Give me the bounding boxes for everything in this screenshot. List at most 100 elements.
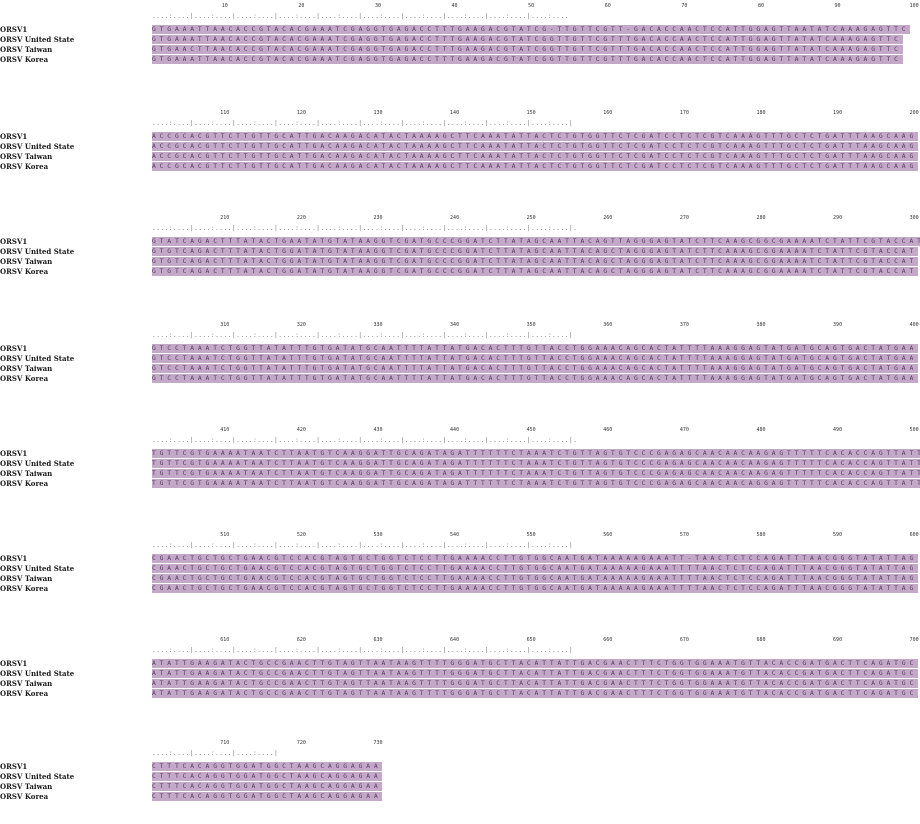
ruler-position-label: 370 [679,322,689,328]
position-ruler: 410 420 430 440 450 460 470 480 490 500 ....:....|… [152,427,919,449]
ruler-position-label: 570 [679,532,689,538]
ruler-position-label: 100 [909,3,919,9]
sequence-name: ORSV Korea [0,584,49,593]
sequence-residues: GTGAAATTAACACCGTACACGAAATCGAGGTGAGACCTTT… [152,35,903,44]
ruler-position-label: 400 [909,322,919,328]
sequence-residues: ACCGCACGTTCTTGTTGCATTGACAAGACATACTAAAAGC… [152,132,918,141]
ruler-position-label: 590 [833,532,843,538]
alignment-row: ORSV United State GTCCTAAATCTGGTTATATTTGT… [0,354,920,363]
ruler-position-label: 670 [679,637,689,643]
sequence-residues: ACCGCACGTTCTTGTTGCATTGACAAGACATACTAAAAGC… [152,142,918,151]
ruler-position-label: 120 [296,110,306,116]
ruler-position-label: 280 [756,215,766,221]
sequence-residues: GTATCAGACTTTATACTGAATATGTATAAGGTCGATGCCC… [152,237,920,246]
alignment-row: ORSV Korea CTTTCACAGGTGGATGGCTAAGCAGGAGAA [0,792,920,801]
position-ruler: 510 520 530 540 550 560 570 580 590 600 ....:....|… [152,532,919,554]
sequence-name: ORSV1 [0,237,28,246]
sequence-residues: GTGTCAGACTTTATACTGGATATGTATAAGGTCGATGCCC… [152,257,918,266]
ruler-position-label: 440 [450,427,460,433]
ruler-position-label: 30 [374,3,381,9]
ruler-tick-marks: ....:....|....:....|....:....|....:....|… [152,647,574,654]
position-ruler: 110 120 130 140 150 160 170 180 190 200 ....:....|… [152,110,919,132]
ruler-position-label: 80 [757,3,764,9]
sequence-residues: TGTTCGTGAAAATAATCTTAATGTCAAGGATTGCAGATAG… [152,469,920,478]
position-ruler: 10 20 30 40 50 60 70 80 90 100 ....:....|....:....… [152,3,919,25]
sequence-name: ORSV United State [0,142,75,151]
sequence-residues: ATATTGAAGATACTGCCGAACTTGTAGTTAATAAGTTTTG… [152,669,918,678]
alignment-row: ORSV Korea ATATTGAAGATACTGCCGAACTTGTAGTTA… [0,689,920,698]
ruler-position-label: 90 [834,3,841,9]
ruler-position-label: 140 [450,110,460,116]
sequence-name: ORSV Taiwan [0,782,53,791]
alignment-row: ORSV Taiwan GTGTCAGACTTTATACTGGATATGTATAA… [0,257,920,266]
position-ruler: 210 220 230 240 250 260 270 280 290 300 ....:....|… [152,215,919,237]
ruler-position-label: 60 [604,3,611,9]
sequence-name: ORSV United State [0,669,75,678]
sequence-name: ORSV Korea [0,162,49,171]
alignment-row: ORSV United State GTGTCAGACTTTATACTGGATAT… [0,247,920,256]
ruler-position-label: 640 [450,637,460,643]
sequence-residues: ATATTGAAGATACTGCCGAACTTGTAGTTAATAAGTTTTG… [152,689,918,698]
ruler-tick-marks: ....:....|....:....|....:....|....:....|… [152,332,574,339]
ruler-position-label: 470 [679,427,689,433]
ruler-position-label: 600 [909,532,919,538]
alignment-row: ORSV United State ATATTGAAGATACTGCCGAACTT… [0,669,920,678]
alignment-row: ORSV1 CGAACTGCTGCTGAACGTCCACGTAGTGCTGGTCT… [0,554,920,563]
sequence-name: ORSV United State [0,35,75,44]
ruler-position-label: 410 [220,427,230,433]
sequence-name: ORSV1 [0,554,28,563]
sequence-name: ORSV United State [0,354,75,363]
sequence-residues: TGTTCGTGAAAATAATCTTAATGTCAAGGATTGCAGATAG… [152,449,920,458]
sequence-residues: CTTTCACAGGTGGATGGCTAAGCAGGAGAA [152,792,382,801]
ruler-position-label: 340 [450,322,460,328]
ruler-position-label: 20 [298,3,305,9]
alignment-row: ORSV1 GTCCTAAATCTGGTTATATTTGTGATATGCAATTT… [0,344,920,353]
sequence-residues: ATATTGAAGATACTGCCGAACTTGTAGTTAATAAGTTTTG… [152,659,918,668]
sequence-name: ORSV United State [0,564,75,573]
ruler-tick-marks: ....:....|....:....|....:....|....:....|… [152,437,578,444]
ruler-position-label: 710 [220,740,230,746]
ruler-position-label: 310 [220,322,230,328]
alignment-row: ORSV Taiwan ACCGCACGTTCTTGTTGCATTGACAAGAC… [0,152,920,161]
alignment-row: ORSV Taiwan GTCCTAAATCTGGTTATATTTGTGATATG… [0,364,920,373]
sequence-name: ORSV Taiwan [0,574,53,583]
sequence-residues: CTTTCACAGGTGGATGGCTAAGCAGGAGAA [152,762,382,771]
ruler-position-label: 250 [526,215,536,221]
position-ruler: 610 620 630 640 650 660 670 680 690 700 ....:....|… [152,637,919,659]
alignment-row: ORSV Korea CGAACTGCTGCTGAACGTCCACGTAGTGCT… [0,584,920,593]
ruler-position-label: 430 [373,427,383,433]
sequence-name: ORSV Korea [0,267,49,276]
ruler-position-label: 110 [220,110,230,116]
ruler-position-label: 500 [909,427,919,433]
sequence-residues: CTTTCACAGGTGGATGGCTAAGCAGGAGAA [152,782,382,791]
sequence-name: ORSV Taiwan [0,257,53,266]
sequence-name: ORSV1 [0,762,28,771]
ruler-position-label: 510 [220,532,230,538]
sequence-name: ORSV1 [0,449,28,458]
alignment-row: ORSV Taiwan CTTTCACAGGTGGATGGCTAAGCAGGAGA… [0,782,920,791]
position-ruler: 710 720 730 ....:....|....:....|....:....| [152,740,918,762]
alignment-row: ORSV1 GTGAAATTAACACCGTACACGAAATCGAGGTGAGA… [0,25,920,34]
ruler-position-label: 630 [373,637,383,643]
ruler-position-label: 10 [221,3,228,9]
ruler-position-label: 450 [526,427,536,433]
sequence-name: ORSV Taiwan [0,364,53,373]
alignment-row: ORSV United State CTTTCACAGGTGGATGGCTAAGC… [0,772,920,781]
ruler-position-label: 350 [526,322,536,328]
ruler-position-label: 490 [833,427,843,433]
ruler-position-label: 690 [833,637,843,643]
ruler-position-label: 420 [296,427,306,433]
alignment-row: ORSV1 TGTTCGTGAAAATAATCTTAATGTCAAGGATTGCA… [0,449,920,458]
ruler-position-label: 300 [909,215,919,221]
alignment-row: ORSV United State CGAACTGCTGCTGAACGTCCACG… [0,564,920,573]
ruler-tick-marks: ....:....|....:....|....:....|....:....|… [152,542,574,549]
alignment-row: ORSV Taiwan ATATTGAAGATACTGCCGAACTTGTAGTT… [0,679,920,688]
sequence-name: ORSV United State [0,772,75,781]
ruler-position-label: 200 [909,110,919,116]
ruler-position-label: 360 [603,322,613,328]
alignment-row: ORSV1 CTTTCACAGGTGGATGGCTAAGCAGGAGAA [0,762,920,771]
ruler-position-label: 70 [681,3,688,9]
sequence-name: ORSV United State [0,247,75,256]
sequence-residues: CGAACTGCTGCTGAACGTCCACGTAGTGCTGGTCTCCTTG… [152,584,918,593]
